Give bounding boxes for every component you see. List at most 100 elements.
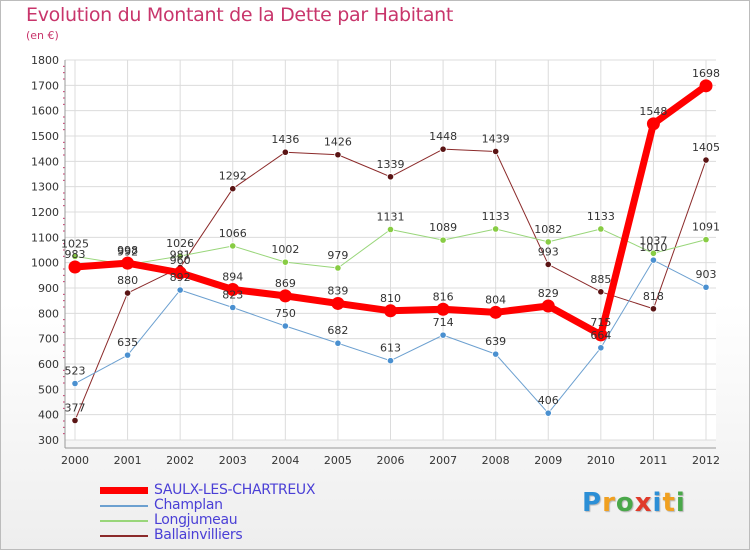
data-point [334,151,342,159]
data-point [649,305,658,313]
data-label: 377 [65,401,86,414]
legend-label: Longjumeau [154,512,238,528]
data-label: 1066 [219,227,247,240]
legend-item: SAULX-LES-CHARTREUX [100,483,315,498]
data-point [439,331,447,339]
data-point [489,305,503,319]
y-tick-label: 600 [38,358,59,371]
data-point [68,260,82,274]
chart-title: Evolution du Montant de la Dette par Hab… [26,4,454,26]
data-label: 1010 [639,241,667,254]
data-point [649,256,658,264]
x-tick-label: 2005 [324,454,352,467]
data-point [492,350,500,358]
data-point [123,289,132,297]
data-label: 523 [65,365,86,378]
data-point [699,79,713,93]
x-tick-label: 2009 [534,454,562,467]
data-label: 639 [485,335,506,348]
y-tick-label: 1500 [31,130,59,143]
y-tick-label: 1100 [31,231,59,244]
data-label: 992 [117,246,138,259]
data-point [281,322,289,330]
y-tick-label: 500 [38,383,59,396]
data-point [334,339,342,347]
data-label: 1133 [587,210,615,223]
data-label: 635 [117,336,138,349]
chart-unit: (en €) [26,29,59,42]
data-label: 823 [222,289,243,302]
data-label: 1548 [639,105,667,118]
y-tick-label: 800 [38,307,59,320]
data-point [544,409,552,417]
proxiti-logo: Proxiti [582,488,686,518]
data-point [386,173,395,181]
x-tick-label: 2008 [482,454,510,467]
data-label: 1082 [534,223,562,236]
data-label: 839 [327,284,348,297]
data-label: 1292 [219,170,247,183]
data-label: 983 [65,248,86,261]
data-point [386,225,395,234]
data-label: 829 [538,287,559,300]
y-tick-label: 400 [38,409,59,422]
data-point [281,148,289,156]
y-tick-label: 1600 [31,105,59,118]
data-label: 1339 [377,158,405,171]
data-point [334,264,342,272]
grid [65,59,716,441]
data-label: 1426 [324,136,352,149]
data-label: 981 [170,248,191,261]
logo-letter: r [602,488,616,518]
y-tick-label: 700 [38,333,59,346]
data-point [331,296,345,310]
data-label: 1026 [166,237,194,250]
data-point [646,117,660,131]
data-point [544,260,552,269]
x-tick-label: 2002 [166,454,194,467]
data-label: 979 [327,249,348,262]
x-tick-label: 2010 [587,454,615,467]
data-label: 1002 [271,243,299,256]
axes: 300 400 500 600 700 800 900 1000 1100 1200 1300 140… [31,54,720,467]
y-tick-label: 1000 [31,257,59,270]
data-point [173,266,187,280]
data-label: 406 [538,394,559,407]
data-point [492,147,500,156]
x-tick-label: 2001 [114,454,142,467]
data-label: 613 [380,342,401,355]
data-label: 892 [170,271,191,284]
data-point [544,238,552,246]
x-tick-label: 2000 [61,454,89,467]
y-tick-label: 1700 [31,79,59,92]
legend-swatch [100,487,148,494]
data-point [702,236,710,244]
data-point [594,328,608,342]
legend-label: SAULX-LES-CHARTREUX [154,482,316,498]
legend-label: Ballainvilliers [154,527,243,543]
data-point [278,289,292,303]
y-tick-label: 1400 [31,155,59,168]
logo-letter: x [634,488,653,518]
data-label: 804 [485,293,506,306]
y-tick-label: 300 [38,434,59,447]
data-label: 1698 [692,67,720,80]
data-label: 903 [696,268,717,281]
data-point [229,242,237,250]
logo-letter: i [675,488,686,518]
data-point [541,299,555,313]
x-tick-label: 2003 [219,454,247,467]
data-label: 885 [590,273,611,286]
logo-letter: o [615,488,635,518]
data-label: 1439 [482,132,510,145]
data-point [176,286,184,294]
data-label: 810 [380,292,401,305]
data-point [386,357,395,365]
data-label: 816 [433,290,454,303]
y-tick-label: 1800 [31,54,59,67]
data-label: 664 [590,329,611,342]
series-group [68,79,713,425]
data-label: 714 [433,316,454,329]
data-point [71,252,79,260]
